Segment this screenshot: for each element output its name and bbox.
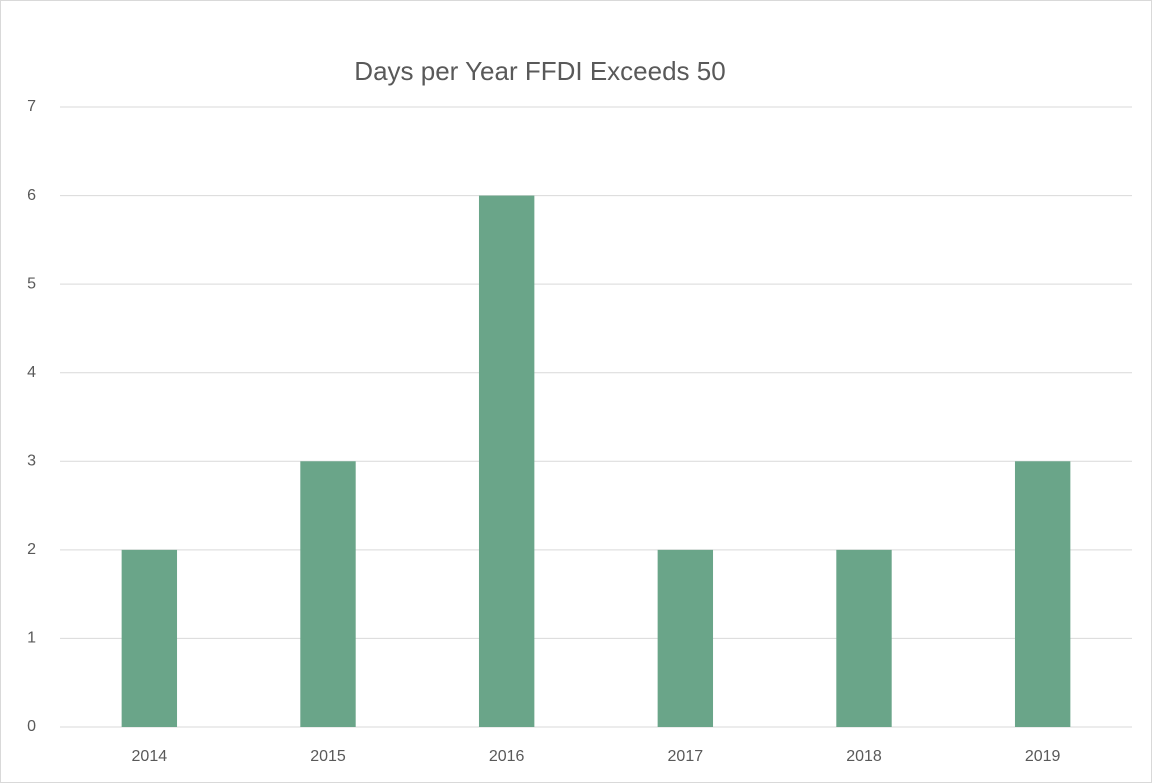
bar: [121, 549, 178, 727]
x-tick-label: 2016: [489, 748, 525, 765]
y-tick-label: 0: [27, 718, 36, 735]
x-tick-label: 2014: [132, 748, 168, 765]
bar: [836, 549, 892, 727]
y-tick-label: 3: [27, 453, 36, 470]
bar: [300, 461, 356, 727]
y-tick-label: 4: [27, 364, 36, 381]
x-tick-label: 2017: [668, 748, 704, 765]
y-tick-label: 6: [27, 187, 36, 204]
chart-title: Days per Year FFDI Exceeds 50: [354, 56, 725, 86]
y-tick-label: 2: [27, 541, 36, 558]
bar: [1014, 461, 1071, 727]
y-tick-label: 1: [27, 630, 36, 647]
x-tick-label: 2019: [1025, 748, 1061, 765]
x-tick-label: 2018: [846, 748, 882, 765]
y-tick-label: 7: [27, 98, 36, 115]
x-tick-label: 2015: [310, 748, 346, 765]
y-tick-label: 5: [27, 275, 36, 292]
bar: [657, 549, 714, 727]
bar: [478, 195, 535, 728]
